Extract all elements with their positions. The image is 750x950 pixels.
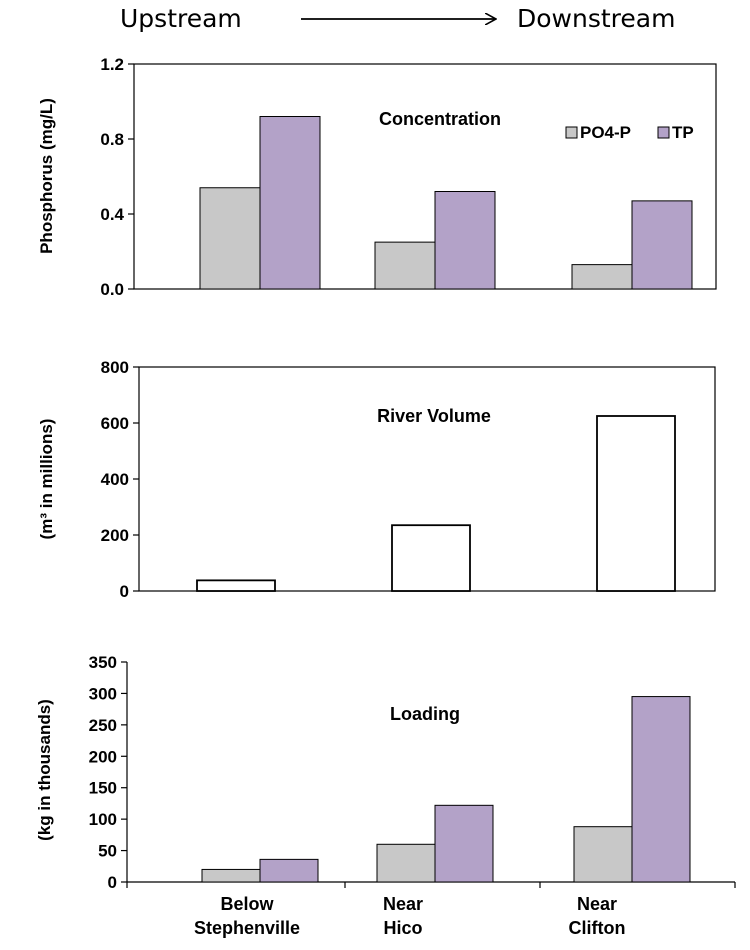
- river-volume-ytick-label: 400: [101, 470, 129, 489]
- legend: PO4-P TP: [565, 123, 694, 142]
- loading-bar-tp: [631, 696, 691, 883]
- concentration-bar-po4: [571, 264, 633, 290]
- river-volume-panel: 0 200 400 600 800 (m³ in millions) River Vol…: [37, 358, 716, 601]
- river-volume-ytick-label: 0: [120, 582, 129, 601]
- category-label: Hico: [383, 918, 422, 938]
- category-label: Below: [220, 894, 274, 914]
- concentration-bar-tp: [434, 191, 496, 290]
- concentration-panel: 0.0 0.4 0.8 1.2 Phosphorus (mg/L) Concentra…: [37, 55, 717, 299]
- legend-tp-swatch: [657, 126, 670, 139]
- category-label: Clifton: [569, 918, 626, 938]
- loading-ytick-label: 150: [89, 779, 117, 798]
- downstream-label: Downstream: [517, 4, 675, 33]
- category-label: Near: [383, 894, 423, 914]
- river-volume-ylabel: (m³ in millions): [37, 419, 56, 540]
- loading-ytick-label: 250: [89, 716, 117, 735]
- loading-ytick-label: 100: [89, 810, 117, 829]
- concentration-title: Concentration: [379, 109, 501, 129]
- concentration-bar-po4: [199, 187, 261, 290]
- legend-po4-label: PO4-P: [580, 123, 631, 142]
- concentration-ylabel: Phosphorus (mg/L): [37, 98, 56, 254]
- concentration-ytick-label: 1.2: [100, 55, 124, 74]
- concentration-ytick-label: 0.8: [100, 130, 124, 149]
- river-volume-bar: [391, 524, 471, 592]
- category-label: Near: [577, 894, 617, 914]
- loading-ytick-label: 350: [89, 653, 117, 672]
- river-volume-bar: [196, 579, 276, 592]
- loading-bar-tp: [259, 858, 319, 883]
- category-labels: Below Stephenville Near Hico Near Clifton: [194, 894, 626, 938]
- legend-po4-swatch: [565, 126, 578, 139]
- river-volume-ytick-label: 600: [101, 414, 129, 433]
- loading-ytick-label: 50: [98, 842, 117, 861]
- river-volume-title: River Volume: [377, 406, 491, 426]
- loading-ytick-label: 300: [89, 684, 117, 703]
- concentration-bar-po4: [374, 241, 436, 290]
- loading-bar-po4: [573, 826, 633, 883]
- category-label: Stephenville: [194, 918, 300, 938]
- concentration-bar-tp: [259, 116, 321, 290]
- loading-ylabel: (kg in thousands): [35, 699, 54, 841]
- river-volume-ytick-label: 200: [101, 526, 129, 545]
- loading-bar-po4: [376, 843, 436, 883]
- river-volume-bar: [596, 415, 676, 592]
- concentration-ytick-label: 0.4: [100, 205, 124, 224]
- loading-title: Loading: [390, 704, 460, 724]
- loading-bar-tp: [434, 804, 494, 883]
- legend-tp-label: TP: [672, 123, 694, 142]
- upstream-label: Upstream: [120, 4, 242, 33]
- river-volume-ytick-label: 800: [101, 358, 129, 377]
- loading-ytick-label: 200: [89, 747, 117, 766]
- concentration-bar-tp: [631, 200, 693, 290]
- loading-bar-po4: [201, 868, 261, 883]
- concentration-ytick-label: 0.0: [100, 280, 124, 299]
- loading-ytick-label: 0: [108, 873, 117, 892]
